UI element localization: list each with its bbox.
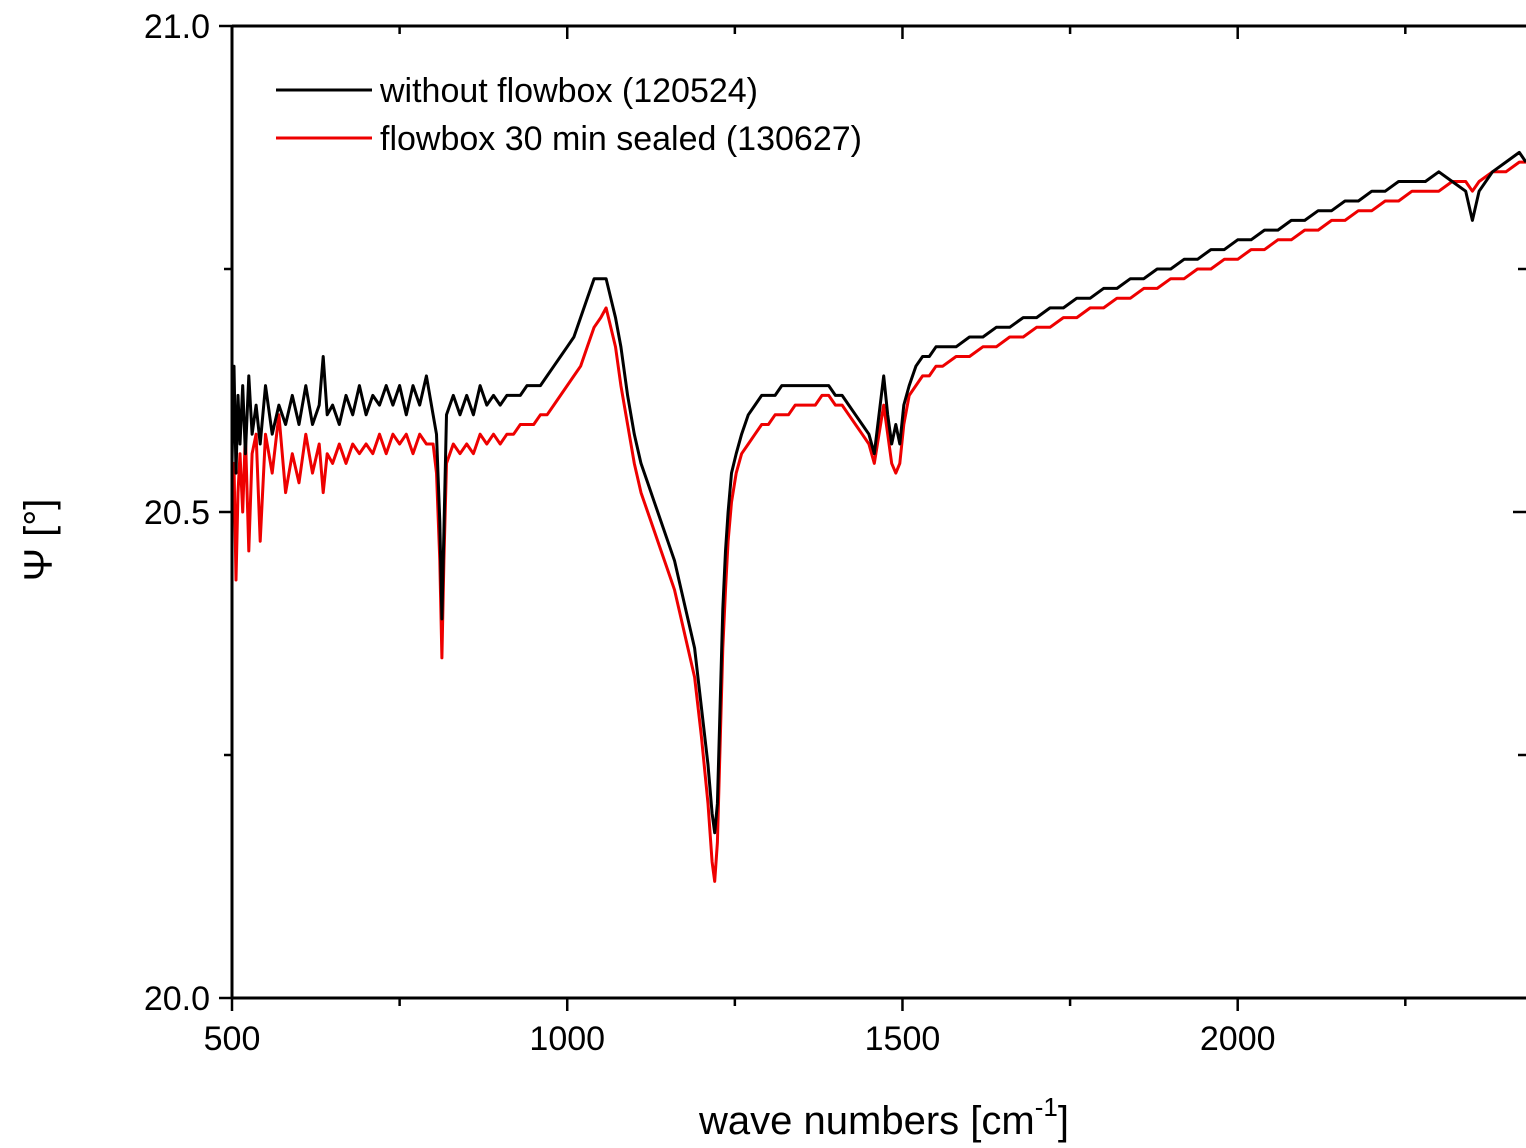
series-line-2 xyxy=(232,160,1526,883)
x-tick-label: 1500 xyxy=(865,1020,941,1058)
axes-layer: 500 1000 1500 2000 20.0 20.5 21.0 xyxy=(144,8,1526,1058)
y-axis-title: Ψ [°] xyxy=(17,499,61,582)
x-tick-label: 1000 xyxy=(529,1020,605,1058)
x-axis-title-superscript: -1 xyxy=(1035,1092,1058,1122)
y-tick-label: 20.5 xyxy=(144,494,210,532)
series-line-1 xyxy=(232,150,1526,835)
legend: without flowbox (120524) flowbox 30 min s… xyxy=(276,72,862,158)
series-layer xyxy=(232,150,1526,883)
y-tick-label: 20.0 xyxy=(144,980,210,1018)
legend-label-1: without flowbox (120524) xyxy=(379,72,758,110)
y-tick-label: 21.0 xyxy=(144,8,210,46)
x-tick-label: 500 xyxy=(204,1020,261,1058)
legend-label-2: flowbox 30 min sealed (130627) xyxy=(380,120,862,158)
x-axis-title: wave numbers [cm-1] xyxy=(698,1092,1069,1143)
x-tick-label: 2000 xyxy=(1200,1020,1276,1058)
